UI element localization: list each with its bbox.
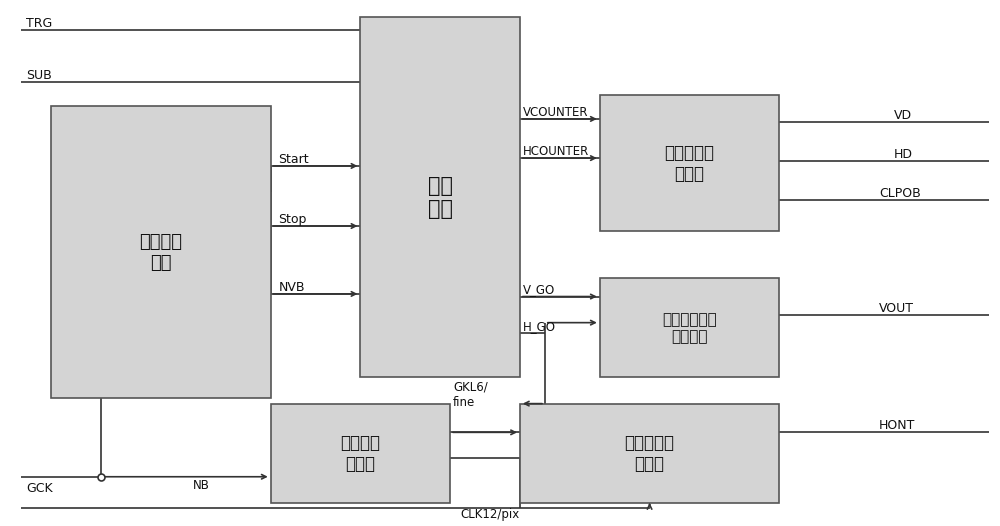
- Text: NB: NB: [192, 479, 209, 492]
- Text: VCOUNTER: VCOUNTER: [523, 106, 588, 119]
- Text: CLPOB: CLPOB: [879, 187, 921, 200]
- Text: Start: Start: [279, 153, 309, 166]
- Text: SUB: SUB: [26, 69, 52, 83]
- Text: TRG: TRG: [26, 17, 53, 30]
- Bar: [271, 403, 450, 503]
- Text: H_GO: H_GO: [523, 320, 556, 333]
- Text: CLK12/pix: CLK12/pix: [460, 508, 519, 521]
- Text: VD: VD: [894, 108, 912, 122]
- Text: HD: HD: [894, 148, 913, 161]
- Bar: [600, 95, 779, 231]
- Bar: [360, 17, 520, 378]
- Text: VOUT: VOUT: [879, 302, 914, 315]
- Text: 垂直转移时序
发生模块: 垂直转移时序 发生模块: [662, 312, 717, 344]
- Text: 高频时序发
生模块: 高频时序发 生模块: [625, 434, 675, 473]
- Text: 图像时序发
生模块: 图像时序发 生模块: [664, 144, 714, 183]
- Bar: [600, 278, 779, 378]
- Text: Stop: Stop: [279, 213, 307, 226]
- Text: 总线接口
模块: 总线接口 模块: [139, 232, 182, 271]
- Bar: [520, 403, 779, 503]
- Text: GCK: GCK: [26, 482, 53, 495]
- Text: HCOUNTER: HCOUNTER: [523, 145, 589, 158]
- Text: NVB: NVB: [279, 281, 305, 294]
- Text: GKL6/
fine: GKL6/ fine: [453, 381, 488, 409]
- Text: 主时钟发
生模块: 主时钟发 生模块: [340, 434, 380, 473]
- Text: HONT: HONT: [879, 419, 915, 432]
- Text: V_GO: V_GO: [523, 284, 555, 297]
- Bar: [51, 106, 271, 398]
- Text: 控制
模块: 控制 模块: [428, 176, 453, 219]
